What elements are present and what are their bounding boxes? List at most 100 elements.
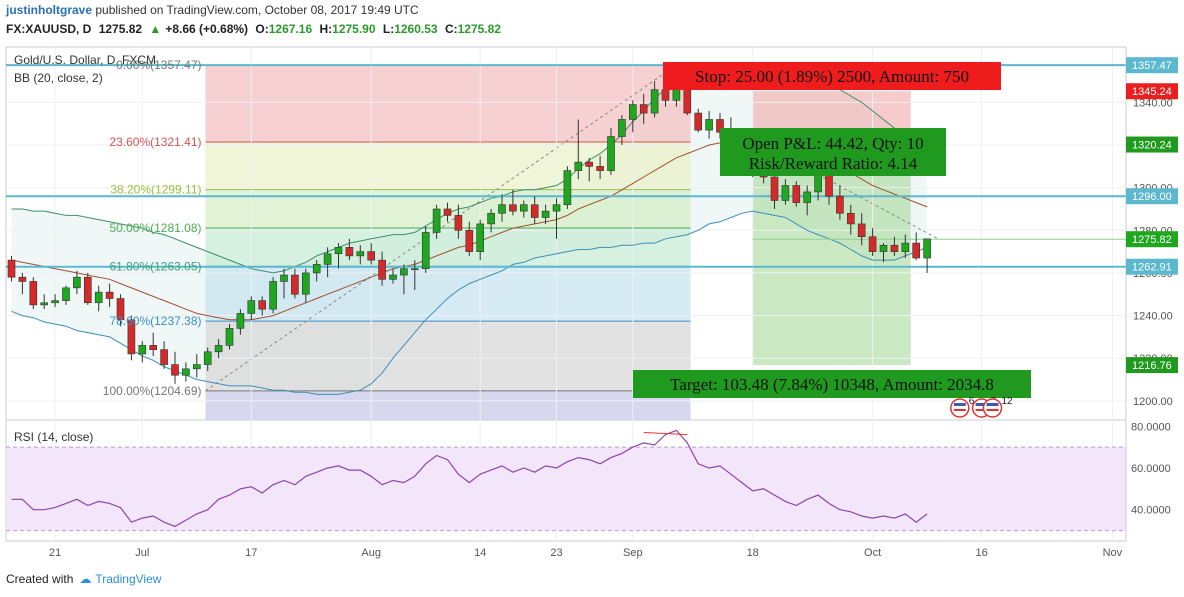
candle-up: [421, 232, 430, 269]
price-tick-label: 1200.00: [1133, 396, 1173, 408]
date-tick-label: 18: [747, 547, 759, 559]
candle-up: [519, 204, 528, 212]
open-label: O:: [255, 22, 269, 36]
candle-up: [51, 300, 59, 304]
candle-down: [465, 230, 474, 252]
candle-up: [487, 212, 495, 225]
price-badge: [1126, 231, 1178, 248]
price-badge: [1126, 188, 1178, 205]
candle-up: [182, 368, 190, 376]
candle-up: [563, 170, 572, 206]
rsi-tick-label: 40.0000: [1131, 505, 1171, 517]
fib-label: 100.00%(1204.69): [103, 384, 202, 398]
price-badge-label: 1345.24: [1132, 86, 1172, 98]
flag-stripe: [953, 403, 966, 406]
candle-up: [574, 161, 583, 171]
pnl-box[interactable]: [720, 128, 946, 176]
up-arrow-icon: ▲: [149, 22, 162, 36]
price-badge: [1126, 57, 1178, 74]
publish-info: justinholtgrave published on TradingView…: [6, 3, 419, 17]
price-change: +8.66 (+0.68%): [165, 22, 249, 36]
candle-down: [596, 166, 604, 171]
low-label: L:: [382, 22, 395, 36]
candle-up: [400, 268, 408, 276]
candle-down: [846, 212, 855, 225]
candle-up: [650, 89, 659, 114]
candle-up: [214, 345, 223, 353]
fib-label: 78.60%(1237.38): [109, 314, 201, 328]
candle-down: [291, 274, 299, 295]
close-value: 1275.82: [457, 22, 501, 36]
candle-down: [7, 259, 16, 278]
us-flag-event-icon: [950, 398, 970, 418]
target-box[interactable]: [633, 370, 1031, 398]
candle-down: [29, 281, 38, 306]
candle-down: [836, 195, 844, 214]
candle-down: [18, 276, 27, 282]
rsi-divergence-line: [643, 432, 688, 436]
rr-label: Risk/Reward Ratio: 4.14: [749, 154, 918, 173]
date-tick-label: Sep: [623, 547, 643, 559]
us-flag-event-icon: [982, 398, 1003, 418]
date-tick-label: Oct: [864, 547, 881, 559]
candle-down: [258, 300, 267, 310]
candle-up: [312, 264, 321, 274]
candle-up: [432, 208, 441, 233]
created-with: Created with: [6, 572, 74, 586]
date-tick-label: Aug: [361, 547, 381, 559]
tradingview-logo-icon[interactable]: ☁: [79, 572, 92, 586]
candle-up: [193, 364, 201, 370]
candle-up: [476, 223, 485, 252]
flag-stripe: [986, 409, 999, 411]
candle-down: [890, 244, 899, 252]
candle-down: [345, 247, 354, 257]
candle-down: [443, 208, 452, 216]
candle-up: [901, 242, 910, 252]
candle-down: [149, 345, 157, 350]
pnl-label: Open P&L: 44.42, Qty: 10: [742, 134, 923, 153]
fib-label: 61.80%(1263.05): [109, 259, 201, 273]
candle-up: [541, 210, 550, 218]
fib-zone: [205, 266, 691, 322]
price-chart[interactable]: 1200.001220.001240.001260.001280.001300.…: [0, 0, 1184, 565]
candle-down: [84, 276, 92, 304]
close-label: C:: [444, 22, 458, 36]
flag-stripe: [975, 409, 988, 411]
author-link[interactable]: justinholtgrave: [6, 3, 93, 17]
candle-up: [334, 247, 343, 255]
candle-down: [912, 242, 921, 259]
candle-down: [367, 251, 376, 261]
price-badge-label: 1275.82: [1132, 234, 1172, 246]
target-label: Target: 103.48 (7.84%) 10348, Amount: 20…: [670, 375, 994, 394]
candle-down: [585, 161, 594, 167]
price-badge-label: 1262.91: [1132, 262, 1172, 274]
tradingview-link[interactable]: TradingView: [95, 572, 162, 586]
candle-down: [116, 298, 125, 321]
candle-up: [628, 104, 637, 120]
rsi-tick-label: 80.0000: [1131, 421, 1171, 433]
price-badge: [1126, 357, 1178, 374]
chart-title: Gold/U.S. Dollar, D, FXCM: [14, 53, 156, 67]
price-badge-label: 1320.24: [1132, 140, 1172, 152]
flag-stripe: [975, 403, 988, 406]
fib-label: 0.00%(1357.47): [116, 58, 201, 72]
candle-down: [770, 176, 779, 201]
fib-zone-extension: [205, 390, 691, 420]
candle-down: [868, 236, 877, 252]
candle-down: [160, 349, 168, 365]
price-badge: [1126, 258, 1178, 275]
candle-up: [781, 185, 790, 201]
candle-up: [225, 328, 234, 346]
low-value: 1260.53: [394, 22, 438, 36]
stop-box[interactable]: [663, 62, 1001, 90]
price-tick-label: 1240.00: [1133, 311, 1173, 323]
candle-down: [792, 185, 801, 203]
rsi-legend: RSI (14, close): [14, 430, 93, 444]
candle-up: [705, 119, 713, 131]
flag-stripe: [953, 409, 966, 411]
candle-down: [105, 291, 114, 299]
price-badge-label: 1216.76: [1132, 360, 1172, 372]
date-tick-label: 16: [975, 547, 987, 559]
bb-legend: BB (20, close, 2): [14, 71, 103, 85]
date-tick-label: 17: [245, 547, 257, 559]
